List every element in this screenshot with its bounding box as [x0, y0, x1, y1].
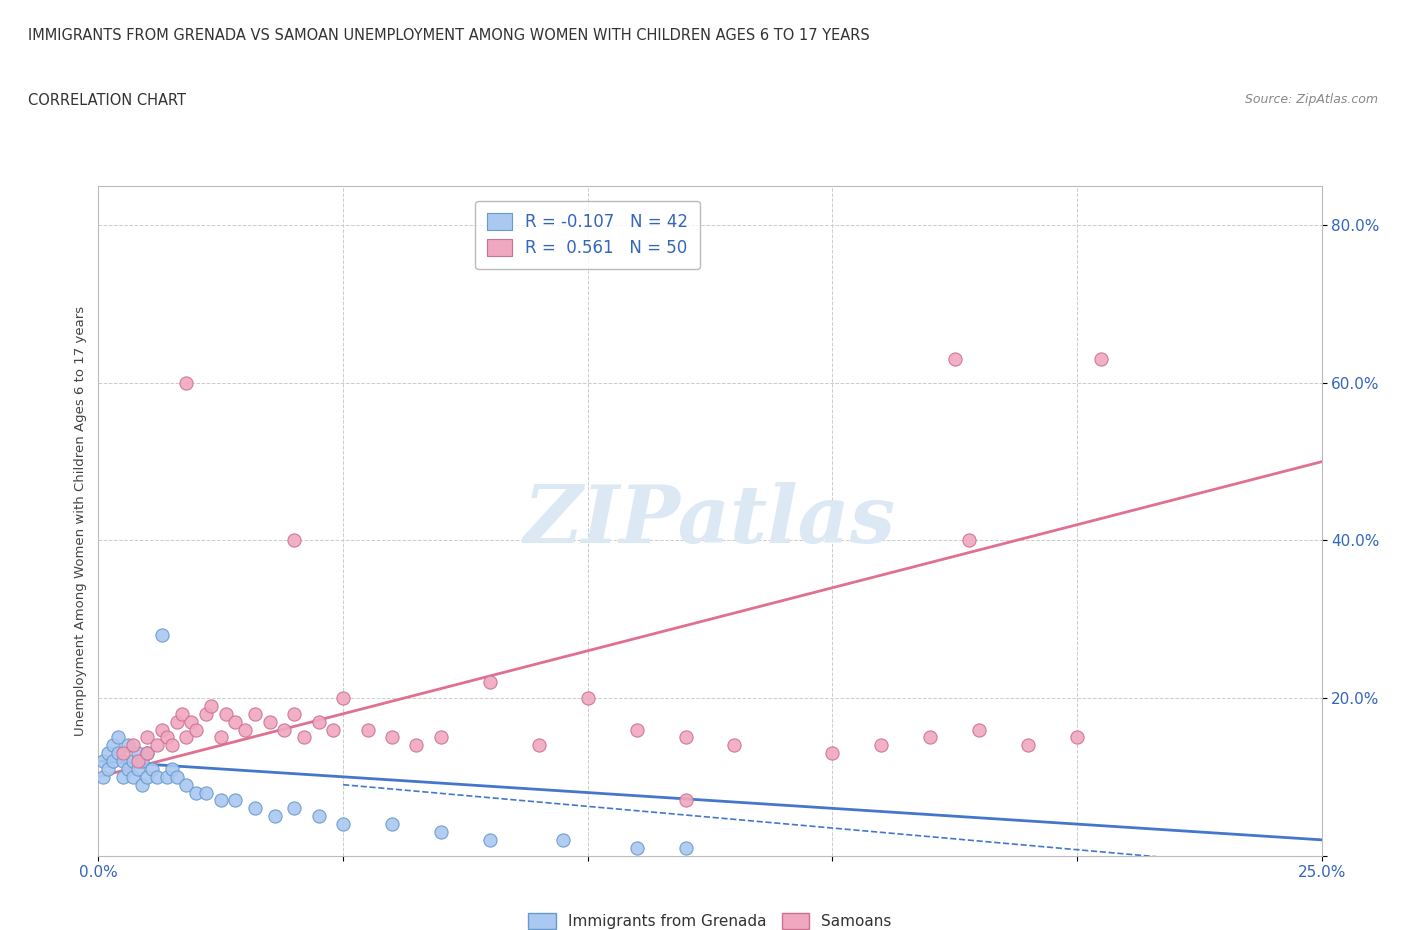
Point [214, 707, 236, 722]
Point [870, 737, 893, 752]
Point [150, 722, 173, 737]
Point [195, 707, 218, 722]
Point [332, 817, 354, 831]
Point [209, 793, 232, 808]
Point [1090, 352, 1112, 366]
Point [381, 817, 404, 831]
Point [136, 769, 159, 784]
Point [553, 832, 575, 847]
Point [121, 769, 143, 784]
Point [170, 707, 193, 722]
Point [136, 746, 159, 761]
Point [308, 714, 330, 729]
Point [576, 691, 599, 706]
Point [1017, 737, 1039, 752]
Point [186, 722, 208, 737]
Point [156, 769, 179, 784]
Point [527, 737, 550, 752]
Point [127, 762, 149, 777]
Point [107, 746, 129, 761]
Point [233, 722, 256, 737]
Point [160, 737, 183, 752]
Point [166, 714, 188, 729]
Point [920, 730, 942, 745]
Point [356, 722, 378, 737]
Point [127, 746, 149, 761]
Point [97, 762, 120, 777]
Point [259, 714, 281, 729]
Point [675, 730, 697, 745]
Point [283, 801, 305, 816]
Point [180, 714, 202, 729]
Point [195, 785, 218, 800]
Point [943, 352, 966, 366]
Point [243, 801, 266, 816]
Point [430, 825, 453, 840]
Point [141, 762, 163, 777]
Point [127, 753, 149, 768]
Point [224, 793, 246, 808]
Point [160, 762, 183, 777]
Point [200, 698, 222, 713]
Point [723, 737, 745, 752]
Point [675, 841, 697, 856]
Point [176, 376, 198, 391]
Point [131, 777, 153, 792]
Point [136, 730, 159, 745]
Point [263, 809, 285, 824]
Point [121, 737, 143, 752]
Point [176, 730, 198, 745]
Point [675, 793, 697, 808]
Point [166, 769, 188, 784]
Point [292, 730, 315, 745]
Point [146, 737, 169, 752]
Point [91, 769, 114, 784]
Point [478, 832, 501, 847]
Point [430, 730, 453, 745]
Point [957, 533, 980, 548]
Point [405, 737, 427, 752]
Point [176, 777, 198, 792]
Text: ZIPatlas: ZIPatlas [524, 482, 896, 560]
Point [967, 722, 990, 737]
Point [107, 730, 129, 745]
Point [111, 769, 134, 784]
Point [186, 785, 208, 800]
Text: CORRELATION CHART: CORRELATION CHART [28, 93, 186, 108]
Legend: Immigrants from Grenada, Samoans: Immigrants from Grenada, Samoans [522, 907, 898, 930]
Point [626, 722, 648, 737]
Point [91, 753, 114, 768]
Point [283, 707, 305, 722]
Text: Source: ZipAtlas.com: Source: ZipAtlas.com [1244, 93, 1378, 106]
Point [111, 753, 134, 768]
Point [626, 841, 648, 856]
Point [117, 737, 139, 752]
Point [322, 722, 344, 737]
Point [117, 762, 139, 777]
Point [332, 691, 354, 706]
Point [381, 730, 404, 745]
Point [478, 675, 501, 690]
Point [111, 746, 134, 761]
Point [136, 746, 159, 761]
Point [224, 714, 246, 729]
Point [97, 746, 120, 761]
Point [150, 628, 173, 643]
Point [146, 769, 169, 784]
Point [273, 722, 295, 737]
Y-axis label: Unemployment Among Women with Children Ages 6 to 17 years: Unemployment Among Women with Children A… [75, 306, 87, 736]
Point [131, 753, 153, 768]
Point [101, 753, 124, 768]
Point [283, 533, 305, 548]
Point [243, 707, 266, 722]
Point [1066, 730, 1088, 745]
Point [121, 753, 143, 768]
Point [821, 746, 844, 761]
Point [308, 809, 330, 824]
Text: IMMIGRANTS FROM GRENADA VS SAMOAN UNEMPLOYMENT AMONG WOMEN WITH CHILDREN AGES 6 : IMMIGRANTS FROM GRENADA VS SAMOAN UNEMPL… [28, 28, 870, 43]
Point [209, 730, 232, 745]
Point [101, 737, 124, 752]
Point [156, 730, 179, 745]
